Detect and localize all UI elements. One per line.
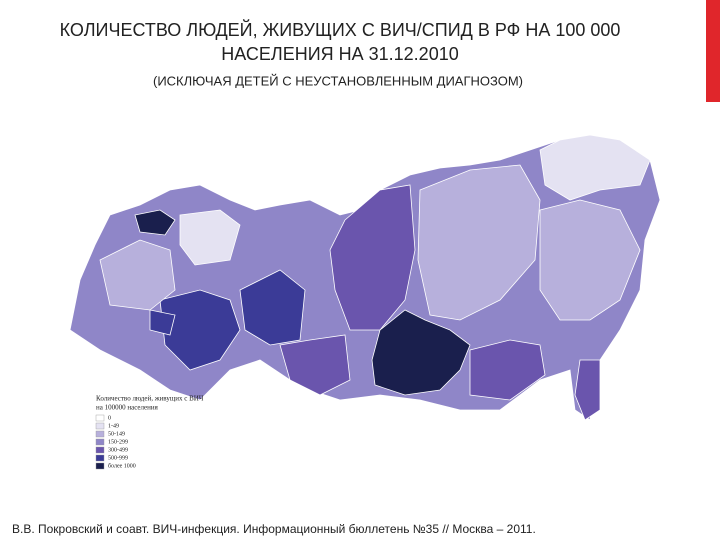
subtitle: (ИСКЛЮЧАЯ ДЕТЕЙ С НЕУСТАНОВЛЕННЫМ ДИАГНО… — [153, 73, 523, 88]
legend-label: более 1000 — [108, 462, 136, 469]
legend-swatch — [95, 430, 105, 438]
legend-label: 300-499 — [108, 447, 128, 453]
title: КОЛИЧЕСТВО ЛЮДЕЙ, ЖИВУЩИХ С ВИЧ/СПИД В Р… — [60, 19, 621, 40]
legend-label: 0 — [108, 415, 111, 421]
legend-swatch — [95, 414, 105, 422]
legend-title: Количество людей, живущих с ВИЧ — [96, 395, 204, 403]
legend-swatch — [95, 462, 105, 470]
legend-label: 1-49 — [108, 423, 119, 429]
citation: В.В. Покровский и соавт. ВИЧ-инфекция. И… — [12, 522, 536, 536]
legend-swatch — [95, 446, 105, 454]
legend: Количество людей, живущих с ВИЧ на 10000… — [95, 395, 204, 470]
legend-swatch — [95, 454, 105, 462]
legend-label: 500-999 — [108, 455, 128, 461]
legend-label: 50-149 — [108, 431, 125, 437]
legend-title: на 100000 населения — [96, 404, 159, 412]
legend-swatch — [95, 422, 105, 430]
accent-bar — [706, 0, 720, 102]
legend-label: 150-299 — [108, 439, 128, 445]
title: НАСЕЛЕНИЯ НА 31.12.2010 — [221, 44, 458, 64]
map — [69, 134, 661, 421]
legend-swatch — [95, 438, 105, 446]
